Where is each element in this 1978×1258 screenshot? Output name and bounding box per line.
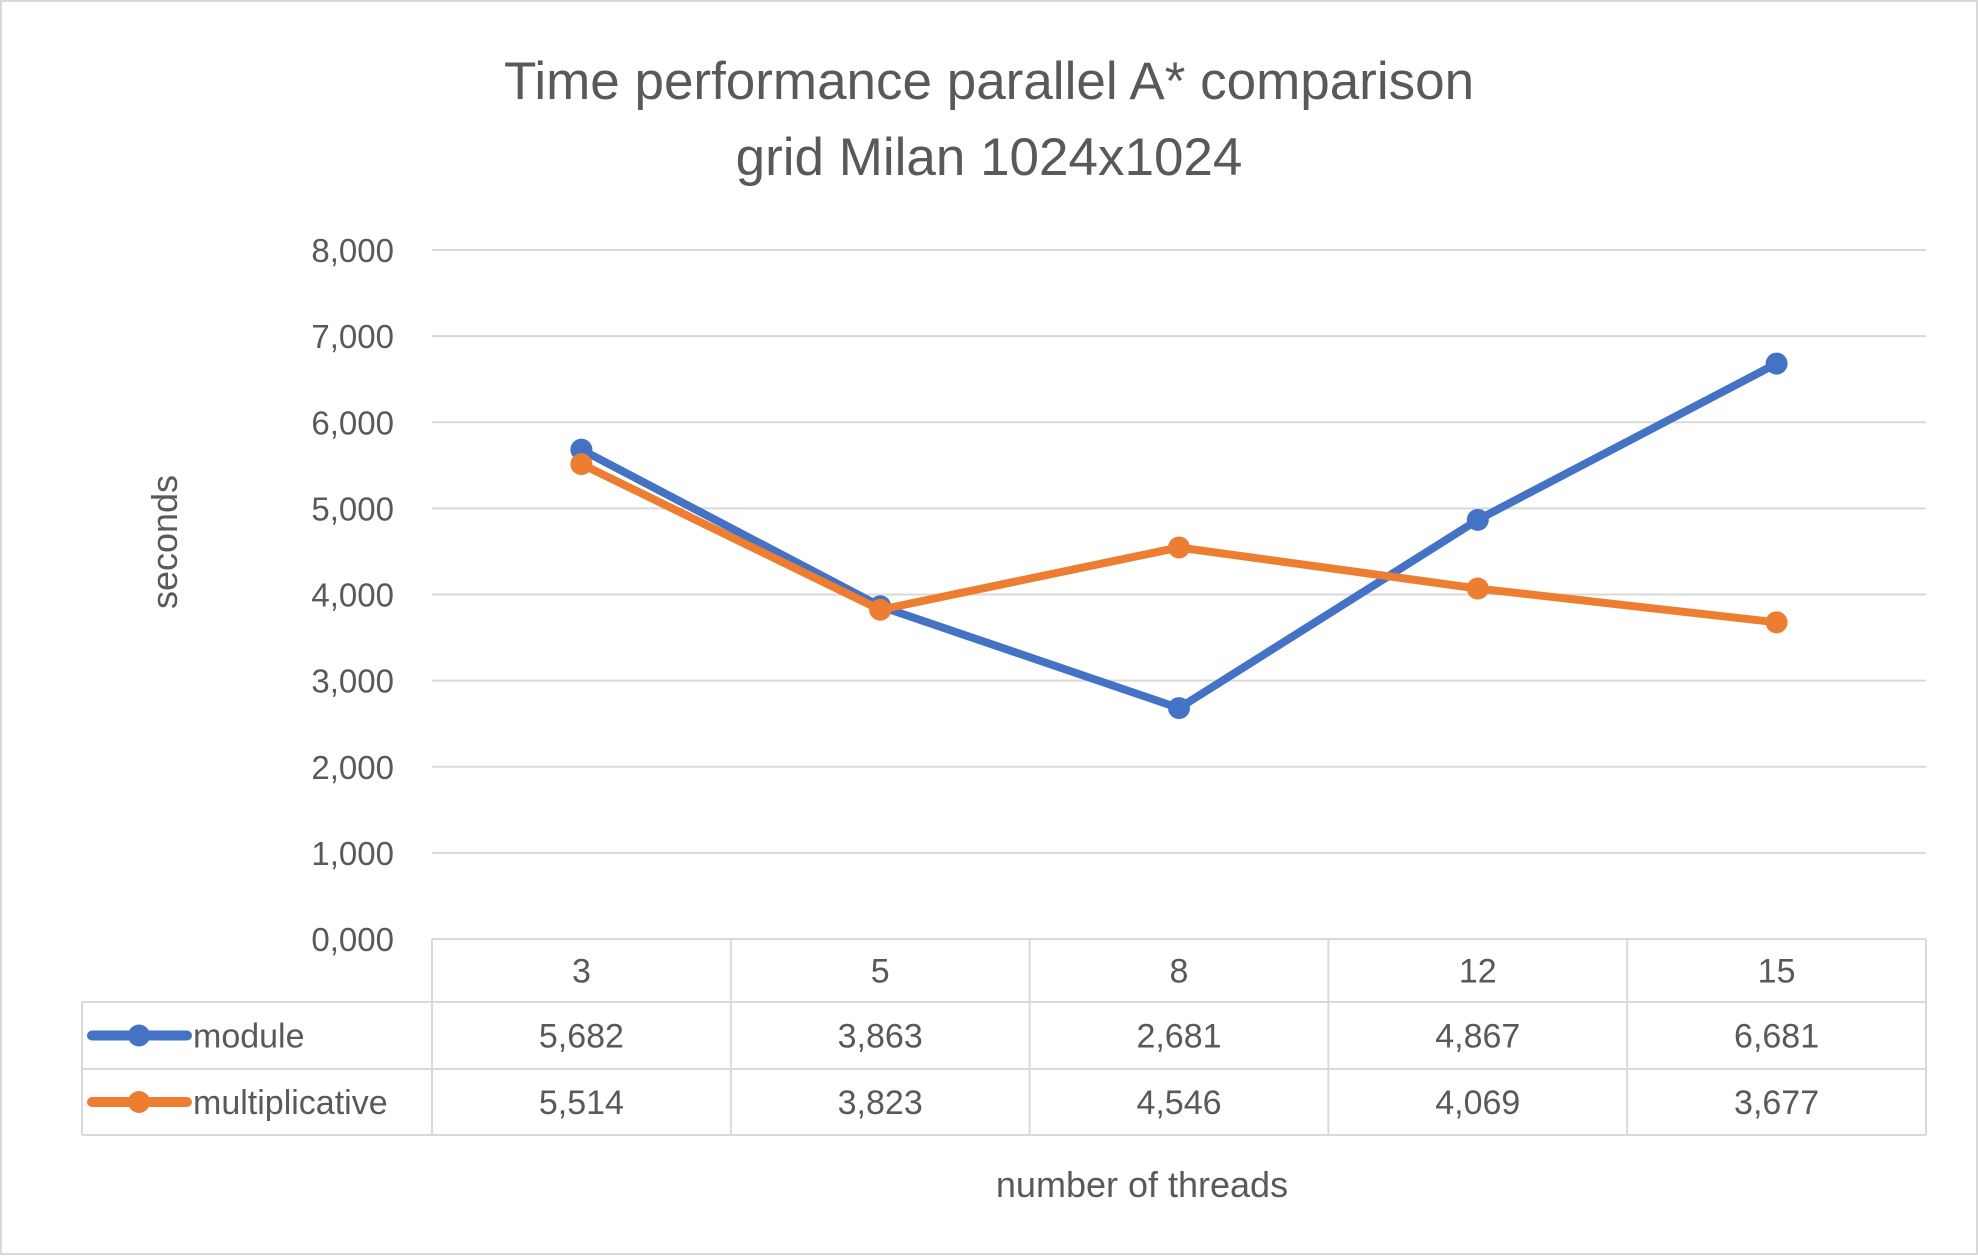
data-point-multiplicative <box>1466 577 1489 600</box>
y-tick-label: 0,000 <box>311 921 394 958</box>
y-axis-ticks: 0,000 1,000 2,000 3,000 4,000 5,000 6,000 7,000… <box>311 232 394 958</box>
table-value: 4,867 <box>1435 1018 1520 1056</box>
table-value: 2,681 <box>1136 1018 1221 1056</box>
x-axis-title: number of threads <box>996 1164 1288 1205</box>
y-axis-title: seconds <box>144 475 185 609</box>
data-point-module <box>1168 697 1190 720</box>
data-point-multiplicative <box>570 453 593 476</box>
y-tick-label: 3,000 <box>311 663 394 700</box>
data-point-multiplicative <box>1765 611 1788 634</box>
chart-title-line-1: Time performance parallel A* comparison <box>504 52 1474 111</box>
table-value: 6,681 <box>1734 1018 1819 1056</box>
series-lines <box>570 352 1788 720</box>
x-tick-label: 15 <box>1758 953 1796 991</box>
y-tick-label: 6,000 <box>311 404 394 441</box>
table-value: 4,069 <box>1435 1084 1520 1122</box>
table-value: 5,514 <box>539 1084 624 1122</box>
data-table: 3 5 8 12 15 module 5,682 3,863 2,681 4,867 6,681 mu… <box>81 938 1927 1136</box>
table-value: 4,546 <box>1136 1084 1221 1122</box>
data-point-multiplicative <box>1168 536 1190 559</box>
y-tick-label: 8,000 <box>311 232 394 269</box>
legend-label: multiplicative <box>193 1084 388 1122</box>
legend-label: module <box>193 1018 305 1056</box>
y-tick-label: 7,000 <box>311 318 394 355</box>
series-line-module <box>577 359 1781 713</box>
data-point-multiplicative <box>869 598 892 621</box>
x-tick-label: 8 <box>1170 953 1189 991</box>
table-value: 3,863 <box>838 1018 923 1056</box>
table-value: 3,677 <box>1734 1084 1819 1122</box>
chart-title-line-2: grid Milan 1024x1024 <box>736 128 1243 187</box>
legend-key-marker <box>128 1091 150 1113</box>
x-tick-label: 3 <box>572 953 591 991</box>
table-value: 5,682 <box>539 1018 624 1056</box>
legend-key-marker <box>128 1024 150 1047</box>
y-tick-label: 1,000 <box>311 835 394 872</box>
table-value: 3,823 <box>838 1084 923 1122</box>
x-tick-label: 12 <box>1459 953 1497 991</box>
y-tick-label: 2,000 <box>311 749 394 786</box>
data-point-module <box>1765 352 1788 375</box>
x-tick-label: 5 <box>871 953 890 991</box>
y-tick-label: 5,000 <box>311 490 394 527</box>
data-point-module <box>1466 508 1489 531</box>
y-tick-label: 4,000 <box>311 577 394 614</box>
